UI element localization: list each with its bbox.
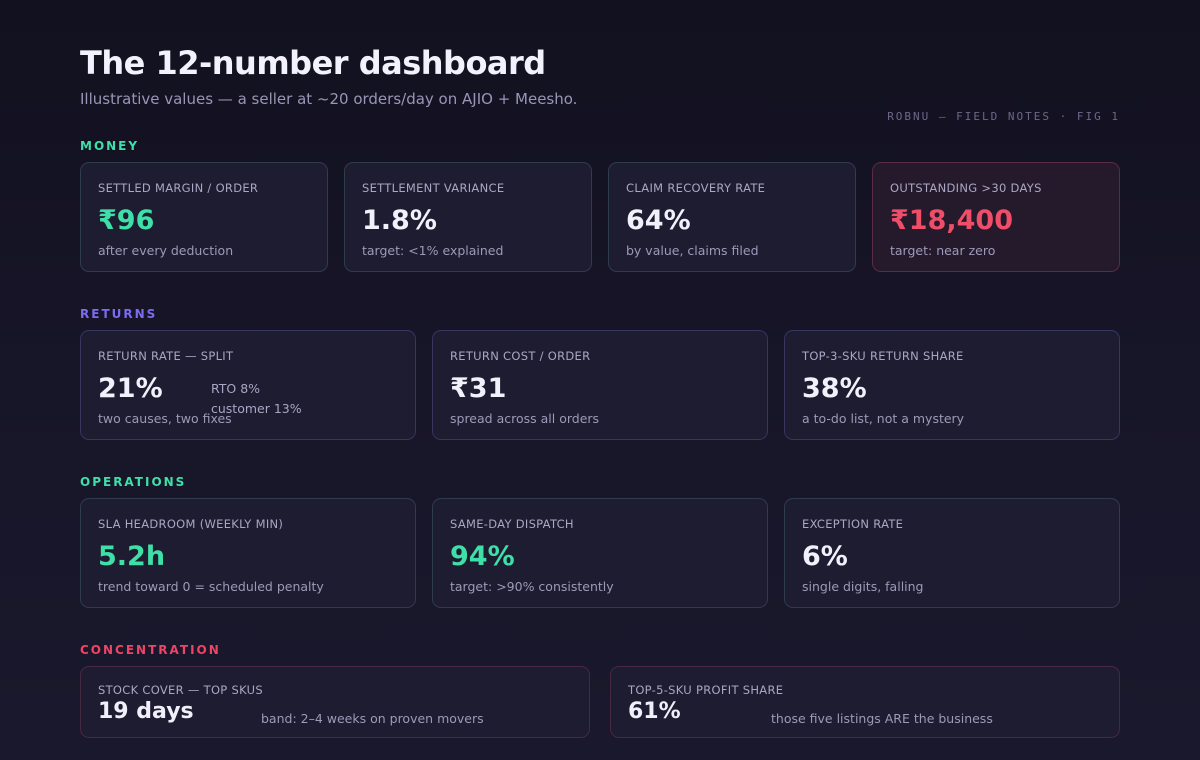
- metric-value: ₹31: [450, 373, 507, 404]
- split-customer: customer 13%: [211, 401, 302, 416]
- metric-card-return-cost: RETURN COST / ORDER ₹31 spread across al…: [432, 330, 768, 440]
- money-row: SETTLED MARGIN / ORDER ₹96 after every d…: [80, 162, 1120, 272]
- page-subtitle: Illustrative values — a seller at ~20 or…: [80, 90, 578, 108]
- metric-label: SETTLED MARGIN / ORDER: [98, 181, 259, 195]
- metric-card-settled-margin: SETTLED MARGIN / ORDER ₹96 after every d…: [80, 162, 328, 272]
- metric-label: CLAIM RECOVERY RATE: [626, 181, 766, 195]
- section-label-returns: RETURNS: [80, 307, 158, 321]
- metric-label: SETTLEMENT VARIANCE: [362, 181, 505, 195]
- metric-note: band: 2–4 weeks on proven movers: [261, 711, 484, 726]
- metric-value: 61%: [628, 699, 681, 724]
- metric-card-return-rate: RETURN RATE — SPLIT 21% two causes, two …: [80, 330, 416, 440]
- metric-note: target: near zero: [890, 243, 996, 258]
- metric-note: by value, claims filed: [626, 243, 759, 258]
- metric-value: 21%: [98, 373, 163, 404]
- metric-label: TOP-3-SKU RETURN SHARE: [802, 349, 964, 363]
- metric-label: RETURN COST / ORDER: [450, 349, 591, 363]
- metric-label: STOCK COVER — TOP SKUS: [98, 683, 263, 697]
- metric-value: 19 days: [98, 699, 194, 724]
- split-rto: RTO 8%: [211, 381, 261, 396]
- metric-note: target: >90% consistently: [450, 579, 614, 594]
- metric-card-outstanding: OUTSTANDING >30 DAYS ₹18,400 target: nea…: [872, 162, 1120, 272]
- metric-value: 6%: [802, 541, 848, 572]
- metric-note: after every deduction: [98, 243, 234, 258]
- section-label-concentration: CONCENTRATION: [80, 643, 221, 657]
- metric-label: OUTSTANDING >30 DAYS: [890, 181, 1042, 195]
- metric-value: 1.8%: [362, 205, 437, 236]
- metric-label: RETURN RATE — SPLIT: [98, 349, 234, 363]
- metric-card-top5-profit-share: TOP-5-SKU PROFIT SHARE 61% those five li…: [610, 666, 1120, 738]
- section-label-operations: OPERATIONS: [80, 475, 187, 489]
- metric-label: TOP-5-SKU PROFIT SHARE: [628, 683, 784, 697]
- figure-label: ROBNU — FIELD NOTES · FIG 1: [887, 110, 1120, 123]
- metric-card-claim-recovery: CLAIM RECOVERY RATE 64% by value, claims…: [608, 162, 856, 272]
- metric-card-settlement-variance: SETTLEMENT VARIANCE 1.8% target: <1% exp…: [344, 162, 592, 272]
- metric-card-sla-headroom: SLA HEADROOM (WEEKLY MIN) 5.2h trend tow…: [80, 498, 416, 608]
- metric-label: SLA HEADROOM (WEEKLY MIN): [98, 517, 284, 531]
- metric-value: 64%: [626, 205, 691, 236]
- metric-note: single digits, falling: [802, 579, 924, 594]
- returns-row: RETURN RATE — SPLIT 21% two causes, two …: [80, 330, 1120, 440]
- metric-card-exception-rate: EXCEPTION RATE 6% single digits, falling: [784, 498, 1120, 608]
- section-label-money: MONEY: [80, 139, 140, 153]
- return-split: RTO 8% customer 13%: [211, 379, 302, 419]
- metric-card-stock-cover: STOCK COVER — TOP SKUS 19 days band: 2–4…: [80, 666, 590, 738]
- metric-note: two causes, two fixes: [98, 411, 232, 426]
- metric-note: spread across all orders: [450, 411, 600, 426]
- metric-note: those five listings ARE the business: [771, 711, 993, 726]
- metric-note: trend toward 0 = scheduled penalty: [98, 579, 324, 594]
- metric-value: ₹96: [98, 205, 155, 236]
- concentration-row: STOCK COVER — TOP SKUS 19 days band: 2–4…: [80, 666, 1120, 738]
- metric-note: target: <1% explained: [362, 243, 504, 258]
- page-title: The 12-number dashboard: [80, 44, 546, 82]
- metric-card-top3-return-share: TOP-3-SKU RETURN SHARE 38% a to-do list,…: [784, 330, 1120, 440]
- metric-value: 94%: [450, 541, 515, 572]
- metric-label: SAME-DAY DISPATCH: [450, 517, 574, 531]
- operations-row: SLA HEADROOM (WEEKLY MIN) 5.2h trend tow…: [80, 498, 1120, 608]
- metric-value: 38%: [802, 373, 867, 404]
- metric-card-same-day-dispatch: SAME-DAY DISPATCH 94% target: >90% consi…: [432, 498, 768, 608]
- metric-value: 5.2h: [98, 541, 166, 572]
- metric-note: a to-do list, not a mystery: [802, 411, 965, 426]
- metric-label: EXCEPTION RATE: [802, 517, 904, 531]
- metric-value: ₹18,400: [890, 205, 1013, 236]
